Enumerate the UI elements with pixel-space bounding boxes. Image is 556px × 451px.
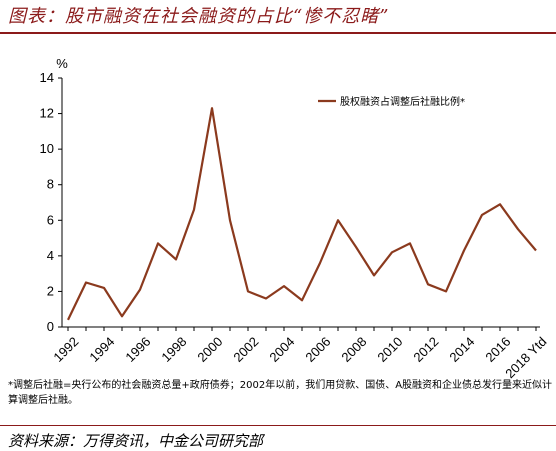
y-axis-label: % [56, 56, 68, 71]
y-tick-label: 4 [47, 248, 54, 263]
chart-legend: 股权融资占调整后社融比例* [318, 95, 465, 108]
y-tick-label: 10 [40, 141, 54, 156]
x-tick-label: 2014 [446, 334, 477, 365]
chart-axes: 0 2 4 6 8 10 12 14% 1992 1994 1996 1998 2000 2002 2004… [40, 56, 550, 380]
page-title: 图表：股市融资在社会融资的占比“惨不忍睹” [8, 6, 390, 27]
x-tick-label: 2000 [194, 334, 225, 365]
x-tick-label: 1998 [158, 334, 189, 365]
y-tick-label: 14 [40, 70, 54, 85]
x-tick-label: 2010 [374, 334, 405, 365]
x-tick-label: 2008 [338, 334, 369, 365]
title-rule [0, 32, 556, 34]
x-tick-label: 2006 [302, 334, 333, 365]
y-tick-label: 2 [47, 283, 54, 298]
y-tick-label: 0 [47, 319, 54, 334]
x-tick-label: 2002 [230, 334, 261, 365]
x-tick-label: 1994 [86, 334, 117, 365]
legend-label: 股权融资占调整后社融比例* [340, 95, 465, 108]
x-tick-label: 1992 [50, 334, 81, 365]
y-tick-label: 12 [40, 106, 54, 121]
chart-series [67, 107, 537, 321]
line-chart: 0 2 4 6 8 10 12 14% 1992 1994 1996 1998 2000 2002 2004… [40, 56, 550, 380]
x-tick-label: 1996 [122, 334, 153, 365]
x-tick-label: 2012 [410, 334, 441, 365]
source-rule [0, 425, 556, 426]
y-tick-label: 6 [47, 212, 54, 227]
x-tick-label: 2016 [482, 334, 513, 365]
series-line [67, 107, 537, 321]
data-source: 资料来源：万得资讯，中金公司研究部 [8, 432, 264, 450]
x-tick-label: 2004 [266, 334, 297, 365]
chart-footnote: *调整后社融=央行公布的社会融资总量+政府债券；2002年以前，我们用贷款、国债… [8, 380, 553, 406]
y-tick-label: 8 [47, 177, 54, 192]
